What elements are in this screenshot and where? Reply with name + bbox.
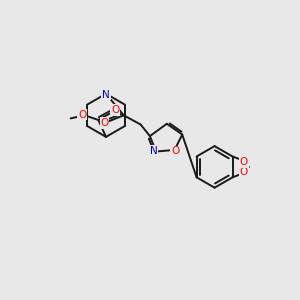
Text: O: O xyxy=(240,157,248,167)
Text: O: O xyxy=(240,167,248,177)
Text: O: O xyxy=(171,146,179,157)
Text: N: N xyxy=(150,146,158,156)
Text: O: O xyxy=(111,105,119,115)
Text: O: O xyxy=(100,118,109,128)
Text: O: O xyxy=(78,110,86,119)
Text: N: N xyxy=(102,89,110,100)
